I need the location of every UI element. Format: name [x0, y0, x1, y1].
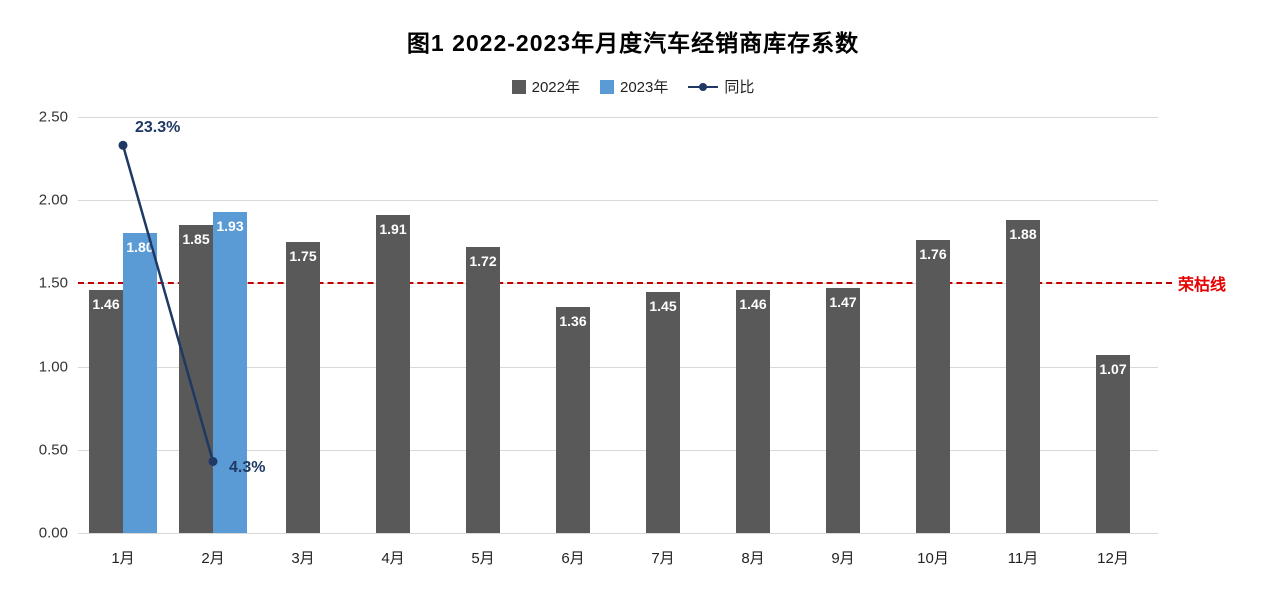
x-tick-label: 9月 [831, 550, 855, 567]
legend-swatch-2022 [511, 79, 526, 94]
bar-2022: 1.88 [1006, 220, 1040, 533]
legend-swatch-2023 [599, 79, 614, 94]
bar-value-label: 1.91 [379, 221, 407, 238]
bar-value-label: 1.85 [182, 231, 210, 248]
gridline [78, 533, 1158, 534]
x-tick-label: 12月 [1097, 550, 1129, 567]
gridline [78, 366, 1158, 368]
bar-2022: 1.76 [916, 240, 950, 533]
y-tick-label: 0.00 [38, 524, 68, 542]
legend: 2022年 2023年 同比 [0, 76, 1266, 97]
bar-value-label: 1.75 [289, 247, 317, 264]
legend-label-yoy: 同比 [724, 79, 755, 96]
bar-value-label: 1.07 [1099, 360, 1127, 377]
x-tick-label: 11月 [1007, 550, 1039, 567]
x-tick-label: 1月 [111, 550, 135, 567]
bar-value-label: 1.88 [1009, 226, 1037, 243]
reference-line-label: 荣枯线 [1178, 277, 1227, 295]
x-tick-label: 5月 [471, 550, 495, 567]
legend-line-marker-icon [688, 80, 719, 94]
bar-2022: 1.85 [179, 225, 213, 533]
bar-2022: 1.91 [376, 215, 410, 533]
yoy-point [118, 140, 128, 150]
x-tick-label: 4月 [381, 550, 405, 567]
x-tick-label: 3月 [291, 550, 315, 567]
x-tick-label: 8月 [741, 550, 765, 567]
bar-value-label: 1.93 [216, 217, 244, 234]
y-tick-label: 1.50 [38, 274, 68, 292]
bar-value-label: 1.46 [92, 296, 120, 313]
gridline [78, 449, 1158, 451]
x-tick-label: 10月 [917, 550, 949, 567]
y-tick-label: 0.50 [38, 441, 68, 459]
bar-2022: 1.07 [1096, 354, 1130, 533]
legend-item-yoy: 同比 [688, 76, 754, 97]
y-tick-label: 1.00 [38, 358, 68, 376]
x-tick-label: 7月 [651, 550, 675, 567]
y-tick-label: 2.00 [38, 191, 68, 209]
gridline [78, 200, 1158, 202]
yoy-label-jan: 23.3% [135, 119, 181, 137]
reference-dashed-line [78, 282, 1172, 285]
bar-2022: 1.46 [736, 290, 770, 533]
bar-value-label: 1.76 [919, 246, 947, 263]
gridline [78, 117, 1158, 118]
bar-value-label: 1.45 [649, 297, 677, 314]
bar-2022: 1.47 [826, 288, 860, 533]
bar-2022: 1.45 [646, 291, 680, 533]
legend-item-2022: 2022年 [511, 76, 580, 97]
bar-2022: 1.36 [556, 306, 590, 533]
bar-value-label: 1.36 [559, 312, 587, 329]
chart-title: 图1 2022-2023年月度汽车经销商库存系数 [406, 30, 860, 56]
x-tick-label: 2月 [201, 550, 225, 567]
y-tick-label: 2.50 [38, 108, 68, 126]
bar-value-label: 1.47 [829, 294, 857, 311]
bar-2023: 1.93 [213, 211, 247, 533]
legend-item-2023: 2023年 [599, 76, 669, 97]
bar-2022: 1.46 [89, 290, 123, 533]
bar-value-label: 1.72 [469, 252, 497, 269]
legend-label-2022: 2022年 [531, 79, 580, 96]
legend-label-2023: 2023年 [619, 79, 669, 96]
bar-2022: 1.72 [466, 246, 500, 533]
bar-value-label: 1.80 [126, 239, 154, 256]
bar-2022: 1.75 [286, 241, 320, 533]
bar-2023: 1.80 [123, 233, 157, 533]
bar-value-label: 1.46 [739, 296, 767, 313]
yoy-label-feb: 4.3% [229, 459, 266, 477]
x-tick-label: 6月 [561, 550, 585, 567]
